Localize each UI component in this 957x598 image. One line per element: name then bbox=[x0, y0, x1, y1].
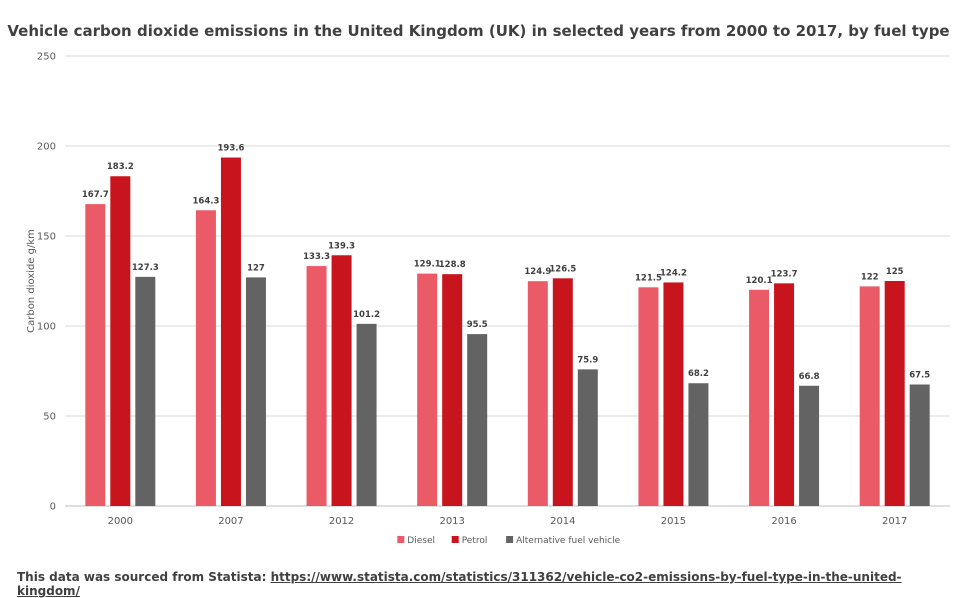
data-label: 122 bbox=[861, 272, 879, 282]
data-label: 66.8 bbox=[799, 372, 820, 382]
bar-alternative-fuel-vehicle-2016 bbox=[799, 385, 820, 506]
data-label: 124.2 bbox=[660, 268, 687, 278]
data-label: 183.2 bbox=[107, 162, 134, 172]
data-label: 125 bbox=[886, 267, 904, 277]
y-axis-tick-labels: 0 50 100 150 200 250 bbox=[37, 52, 56, 513]
data-label: 127.3 bbox=[132, 263, 159, 273]
y-axis-title: Carbon dioxide g/km bbox=[26, 229, 37, 333]
y-tick-label: 0 bbox=[50, 502, 56, 513]
legend-item-diesel: Diesel bbox=[397, 536, 435, 546]
data-label: 127 bbox=[247, 263, 265, 273]
data-label: 68.2 bbox=[688, 369, 709, 379]
y-tick-label: 100 bbox=[37, 322, 56, 333]
chart-title: Vehicle carbon dioxide emissions in the … bbox=[7, 22, 950, 40]
data-label: 139.3 bbox=[328, 241, 355, 251]
bar-petrol-2016 bbox=[774, 283, 795, 506]
x-tick-label: 2014 bbox=[550, 516, 575, 527]
y-tick-label: 250 bbox=[37, 52, 56, 63]
source-prefix: This data was sourced from Statista: bbox=[17, 570, 271, 584]
data-label: 123.7 bbox=[771, 269, 798, 279]
bar-petrol-2017 bbox=[884, 281, 905, 506]
bar-diesel-2012 bbox=[306, 266, 327, 506]
source-attribution: This data was sourced from Statista: htt… bbox=[17, 570, 957, 598]
bar-petrol-2015 bbox=[663, 282, 684, 506]
y-tick-label: 50 bbox=[43, 412, 56, 423]
data-label: 193.6 bbox=[217, 144, 244, 154]
data-label: 164.3 bbox=[192, 196, 219, 206]
x-tick-label: 2000 bbox=[108, 516, 133, 527]
data-label: 75.9 bbox=[577, 355, 598, 365]
data-label: 124.9 bbox=[524, 267, 551, 277]
legend-label: Diesel bbox=[407, 536, 435, 546]
bar-diesel-2017 bbox=[859, 286, 880, 506]
data-label: 101.2 bbox=[353, 310, 380, 320]
data-label: 95.5 bbox=[467, 320, 488, 330]
bar-diesel-2015 bbox=[638, 287, 659, 506]
bars bbox=[85, 157, 930, 507]
bar-petrol-2007 bbox=[220, 157, 241, 506]
x-tick-label: 2013 bbox=[439, 516, 464, 527]
bar-alternative-fuel-vehicle-2012 bbox=[356, 323, 377, 506]
x-tick-label: 2012 bbox=[329, 516, 354, 527]
y-tick-label: 150 bbox=[37, 232, 56, 243]
legend-swatch bbox=[397, 536, 405, 543]
bar-diesel-2014 bbox=[527, 281, 548, 506]
legend-swatch bbox=[451, 536, 459, 543]
x-tick-label: 2007 bbox=[218, 516, 243, 527]
legend-label: Petrol bbox=[462, 536, 488, 546]
data-label: 129.1 bbox=[414, 260, 441, 270]
data-label: 67.5 bbox=[909, 371, 930, 381]
data-label: 167.7 bbox=[82, 190, 109, 200]
x-axis-tick-labels: 2000 2007 2012 2013 2014 2015 2016 2017 bbox=[108, 516, 908, 527]
bar-alternative-fuel-vehicle-2017 bbox=[909, 384, 930, 506]
bar-alternative-fuel-vehicle-2015 bbox=[688, 383, 709, 506]
bar-alternative-fuel-vehicle-2014 bbox=[577, 369, 598, 506]
data-label: 133.3 bbox=[303, 252, 330, 262]
bar-diesel-2016 bbox=[749, 289, 770, 506]
data-label: 121.5 bbox=[635, 273, 662, 283]
bar-petrol-2000 bbox=[110, 176, 131, 507]
bar-alternative-fuel-vehicle-2013 bbox=[467, 334, 488, 506]
legend-swatch bbox=[506, 536, 514, 543]
bar-alternative-fuel-vehicle-2000 bbox=[135, 276, 156, 506]
data-label: 126.5 bbox=[549, 264, 576, 274]
legend-item-petrol: Petrol bbox=[451, 536, 488, 546]
x-tick-label: 2017 bbox=[882, 516, 907, 527]
bar-diesel-2013 bbox=[417, 273, 438, 506]
data-label: 120.1 bbox=[746, 276, 773, 286]
y-tick-label: 200 bbox=[37, 142, 56, 153]
bar-diesel-2000 bbox=[85, 204, 106, 506]
bar-diesel-2007 bbox=[195, 210, 216, 506]
bar-petrol-2013 bbox=[442, 274, 463, 506]
legend-item-alternative-fuel-vehicle: Alternative fuel vehicle bbox=[506, 536, 621, 546]
legend: Diesel Petrol Alternative fuel vehicle bbox=[397, 536, 621, 546]
legend-label: Alternative fuel vehicle bbox=[516, 536, 621, 546]
x-tick-label: 2015 bbox=[661, 516, 686, 527]
x-tick-label: 2016 bbox=[771, 516, 796, 527]
bar-petrol-2014 bbox=[552, 278, 573, 506]
bar-alternative-fuel-vehicle-2007 bbox=[245, 277, 266, 506]
data-label: 128.8 bbox=[439, 260, 466, 270]
bar-petrol-2012 bbox=[331, 255, 352, 506]
